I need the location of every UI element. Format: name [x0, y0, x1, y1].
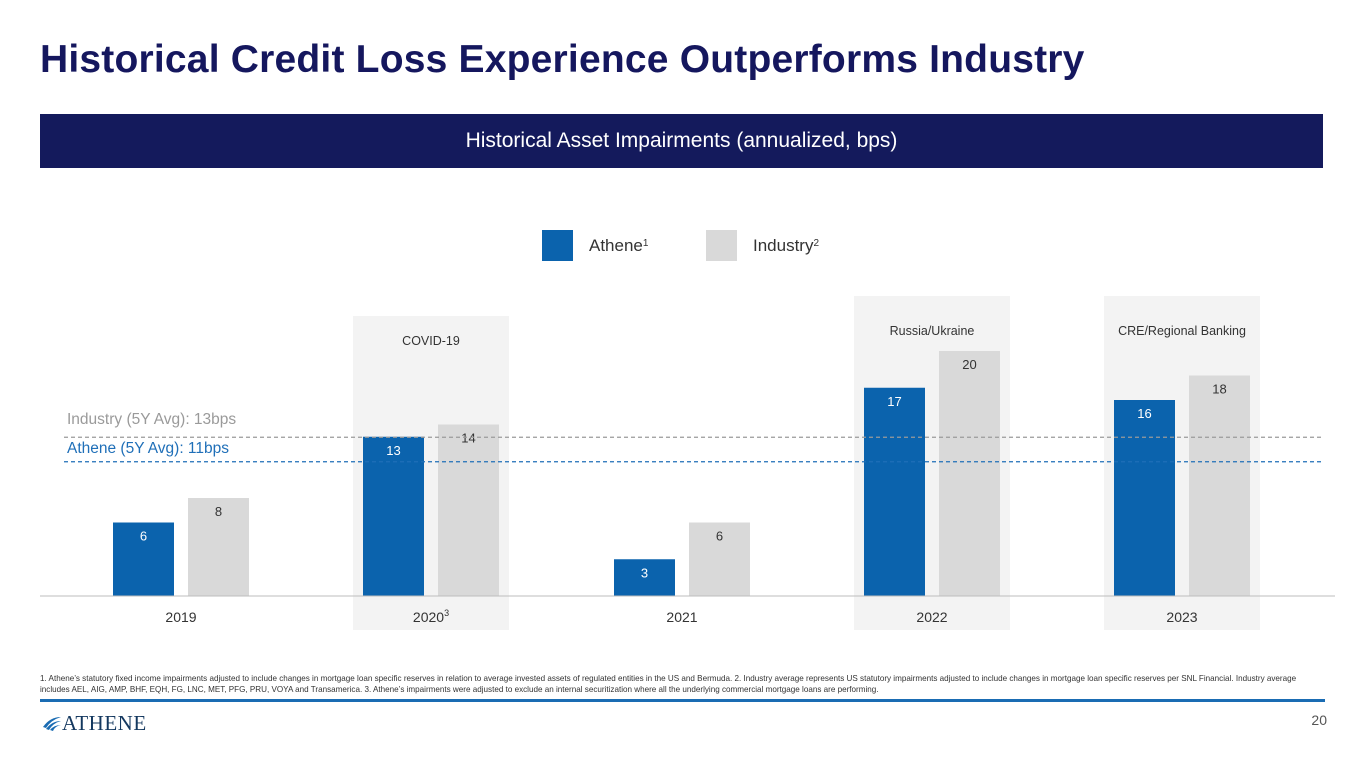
bar-athene-2021 — [614, 559, 675, 596]
athene-average-label: Athene (5Y Avg): 11bps — [67, 440, 230, 457]
industry-average-label: Industry (5Y Avg): 13bps — [67, 411, 237, 428]
data-label-industry-2021: 6 — [716, 529, 723, 544]
legend-athene-sup: 1 — [642, 238, 649, 249]
bar-industry-2019 — [188, 498, 249, 596]
footer-rule — [40, 699, 1325, 702]
legend-industry-swatch — [706, 230, 737, 261]
data-label-athene-2020: 13 — [386, 443, 400, 458]
event-label-2023: CRE/Regional Banking — [1118, 324, 1246, 338]
x-tick-label-2022: 2022 — [916, 609, 947, 625]
banner-text: Historical Asset Impairments (annualized… — [465, 129, 898, 152]
data-label-athene-2023: 16 — [1137, 406, 1151, 421]
data-label-athene-2021: 3 — [641, 565, 648, 580]
event-label-2020: COVID-19 — [402, 334, 460, 348]
data-label-athene-2022: 17 — [887, 394, 901, 409]
legend-athene-swatch — [542, 230, 573, 261]
legend-athene-label: Athene — [589, 235, 643, 255]
data-label-industry-2023: 18 — [1212, 382, 1226, 397]
bar-athene-2019 — [113, 522, 174, 596]
legend-athene: Athene 1 — [542, 230, 648, 261]
page-number: 20 — [1311, 712, 1327, 728]
x-tick-label-2020: 20203 — [413, 608, 449, 625]
data-label-industry-2022: 20 — [962, 357, 976, 372]
x-tick-label-2021: 2021 — [666, 609, 697, 625]
x-tick-label-2019: 2019 — [165, 609, 196, 625]
legend-industry: Industry 2 — [706, 230, 819, 261]
athene-logo: ATHENE — [42, 710, 147, 736]
legend-industry-sup: 2 — [813, 238, 820, 249]
data-label-industry-2019: 8 — [215, 504, 222, 519]
athene-logo-icon — [43, 717, 61, 731]
data-label-industry-2020: 14 — [461, 431, 475, 446]
bar-athene-2020 — [363, 436, 424, 596]
x-tick-label-2023: 2023 — [1166, 609, 1197, 625]
bar-industry-2023 — [1189, 375, 1250, 596]
bar-industry-2021 — [689, 522, 750, 596]
bar-athene-2022 — [864, 387, 925, 596]
bar-industry-2020 — [438, 424, 499, 596]
bar-athene-2023 — [1114, 400, 1175, 596]
legend-industry-label: Industry — [753, 235, 814, 255]
athene-logo-text: ATHENE — [62, 710, 147, 735]
data-label-athene-2019: 6 — [140, 529, 147, 544]
chart-banner: Historical Asset Impairments (annualized… — [40, 114, 1323, 168]
footnote: 1. Athene’s statutory fixed income impai… — [40, 674, 1297, 694]
bar-industry-2022 — [939, 351, 1000, 596]
page-title: Historical Credit Loss Experience Outper… — [40, 38, 1085, 81]
event-label-2022: Russia/Ukraine — [890, 324, 975, 338]
